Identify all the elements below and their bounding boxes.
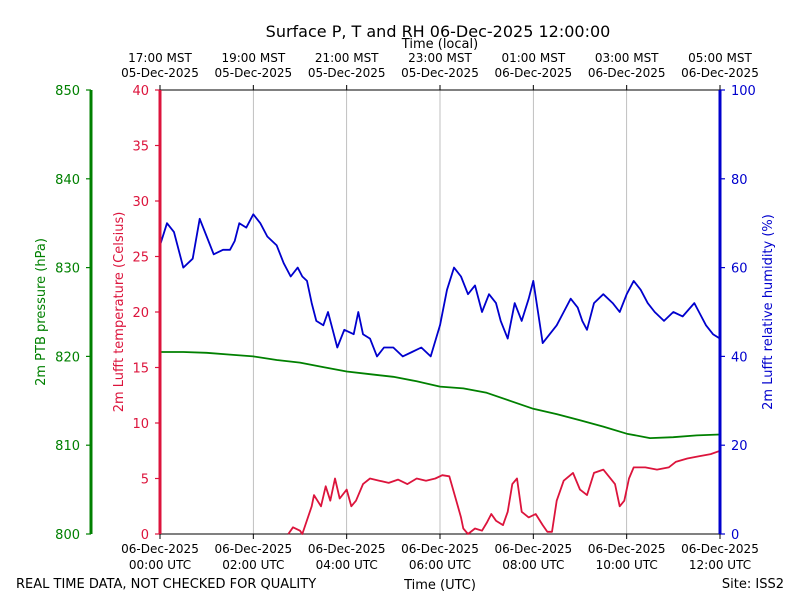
utc-tick: 06-Dec-2025 08:00 UTC <box>494 534 572 572</box>
local-tick-time: 19:00 MST <box>221 51 285 65</box>
pressure-axis-tick-label: 830 <box>55 262 80 277</box>
humidity-axis-tick-label: 80 <box>731 173 748 188</box>
pressure-series-line <box>160 351 721 439</box>
local-tick-date: 06-Dec-2025 <box>494 66 572 80</box>
utc-tick-time: 04:00 UTC <box>316 558 378 572</box>
humidity-axis-tick-label: 60 <box>731 262 748 277</box>
humidity-axis-tick-label: 0 <box>731 528 739 543</box>
temperature-axis-title: 2m Lufft temperature (Celsius) <box>112 212 127 413</box>
local-tick-time: 17:00 MST <box>128 51 192 65</box>
humidity-axis: 0 20 40 60 80 100 2m Lufft relative humidity (… <box>718 84 776 543</box>
utc-tick-date: 06-Dec-2025 <box>401 542 479 556</box>
chart-title: Surface P, T and RH 06-Dec-2025 12:00:00 <box>266 22 611 41</box>
utc-tick-date: 06-Dec-2025 <box>214 542 292 556</box>
utc-tick-time: 08:00 UTC <box>502 558 564 572</box>
pressure-axis-tick-label: 800 <box>55 528 80 543</box>
pressure-axis-tick-label: 810 <box>55 439 80 454</box>
humidity-axis-tick-label: 100 <box>731 84 756 99</box>
utc-tick: 06-Dec-2025 10:00 UTC <box>588 534 666 572</box>
local-tick-date: 06-Dec-2025 <box>588 66 666 80</box>
x-axes: 06-Dec-2025 00:00 UTC 06-Dec-2025 02:00 UTC… <box>121 51 759 572</box>
utc-tick: 06-Dec-2025 06:00 UTC <box>401 534 479 572</box>
temperature-axis-tick-label: 20 <box>132 306 149 321</box>
utc-tick-date: 06-Dec-2025 <box>588 542 666 556</box>
temperature-series-line <box>287 449 721 535</box>
pressure-axis-title: 2m PTB pressure (hPa) <box>34 238 49 386</box>
utc-tick-time: 06:00 UTC <box>409 558 471 572</box>
utc-tick: 06-Dec-2025 12:00 UTC <box>681 534 759 572</box>
series-layer <box>159 213 721 535</box>
right-axis: 0 20 40 60 80 100 2m Lufft relative humidity (… <box>718 84 776 543</box>
utc-tick-time: 00:00 UTC <box>129 558 191 572</box>
quality-warning: REAL TIME DATA, NOT CHECKED FOR QUALITY <box>16 577 316 592</box>
temperature-axis-tick-label: 0 <box>141 528 149 543</box>
pressure-axis-tick-label: 820 <box>55 350 80 365</box>
humidity-series-line <box>159 213 721 358</box>
temperature-axis-tick-label: 10 <box>132 417 149 432</box>
temperature-axis-tick-label: 25 <box>132 251 149 266</box>
temperature-axis-tick-label: 5 <box>141 473 149 488</box>
pressure-axis: 800 810 820 830 840 850 2m PTB pressure (hPa) <box>34 84 93 543</box>
utc-tick: 06-Dec-2025 02:00 UTC <box>214 534 292 572</box>
local-tick-time: 01:00 MST <box>501 51 565 65</box>
local-tick-time: 21:00 MST <box>315 51 379 65</box>
local-tick-time: 05:00 MST <box>688 51 752 65</box>
humidity-axis-tick-label: 20 <box>731 439 748 454</box>
temperature-axis-tick-label: 40 <box>132 84 149 99</box>
x-axis-title: Time (UTC) <box>403 578 476 593</box>
top-x-axis-title: Time (local) <box>401 37 478 52</box>
utc-tick-time: 12:00 UTC <box>689 558 751 572</box>
utc-tick-date: 06-Dec-2025 <box>494 542 572 556</box>
utc-tick-time: 10:00 UTC <box>596 558 658 572</box>
humidity-axis-tick-label: 40 <box>731 350 748 365</box>
pressure-axis-tick-label: 840 <box>55 173 80 188</box>
local-tick-date: 05-Dec-2025 <box>121 66 199 80</box>
temperature-axis-tick-label: 35 <box>132 140 149 155</box>
local-tick-date: 05-Dec-2025 <box>214 66 292 80</box>
grid-lines <box>252 90 628 534</box>
humidity-axis-title: 2m Lufft relative humidity (%) <box>761 214 776 410</box>
pressure-axis-tick-label: 850 <box>55 84 80 99</box>
local-tick-date: 05-Dec-2025 <box>401 66 479 80</box>
local-tick-date: 05-Dec-2025 <box>308 66 386 80</box>
left-axes: 800 810 820 830 840 850 2m PTB pressure (hPa) 0… <box>34 84 162 543</box>
temperature-axis-tick-label: 15 <box>132 362 149 377</box>
utc-tick-time: 02:00 UTC <box>222 558 284 572</box>
utc-tick-date: 06-Dec-2025 <box>308 542 386 556</box>
utc-tick-date: 06-Dec-2025 <box>681 542 759 556</box>
site-label: Site: ISS2 <box>722 577 784 592</box>
temperature-axis-tick-label: 30 <box>132 195 149 210</box>
utc-tick: 06-Dec-2025 04:00 UTC <box>308 534 386 572</box>
utc-tick: 06-Dec-2025 00:00 UTC <box>121 534 199 572</box>
utc-tick-date: 06-Dec-2025 <box>121 542 199 556</box>
local-tick-time: 23:00 MST <box>408 51 472 65</box>
local-tick-date: 06-Dec-2025 <box>681 66 759 80</box>
temperature-axis: 0 5 10 15 20 25 30 35 40 2m Lufft temperature (Ce… <box>112 84 162 543</box>
local-tick-time: 03:00 MST <box>595 51 659 65</box>
